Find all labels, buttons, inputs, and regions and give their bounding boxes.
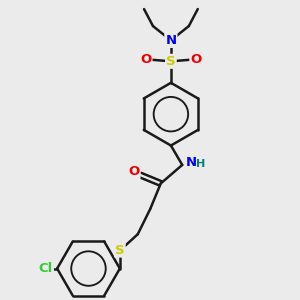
Text: Cl: Cl [39,262,53,275]
Text: H: H [196,159,206,169]
Text: O: O [190,53,202,66]
Text: S: S [166,55,176,68]
Text: O: O [140,53,152,66]
Text: N: N [165,34,176,47]
Text: N: N [186,156,197,169]
Text: O: O [128,165,140,178]
Text: S: S [115,244,125,256]
